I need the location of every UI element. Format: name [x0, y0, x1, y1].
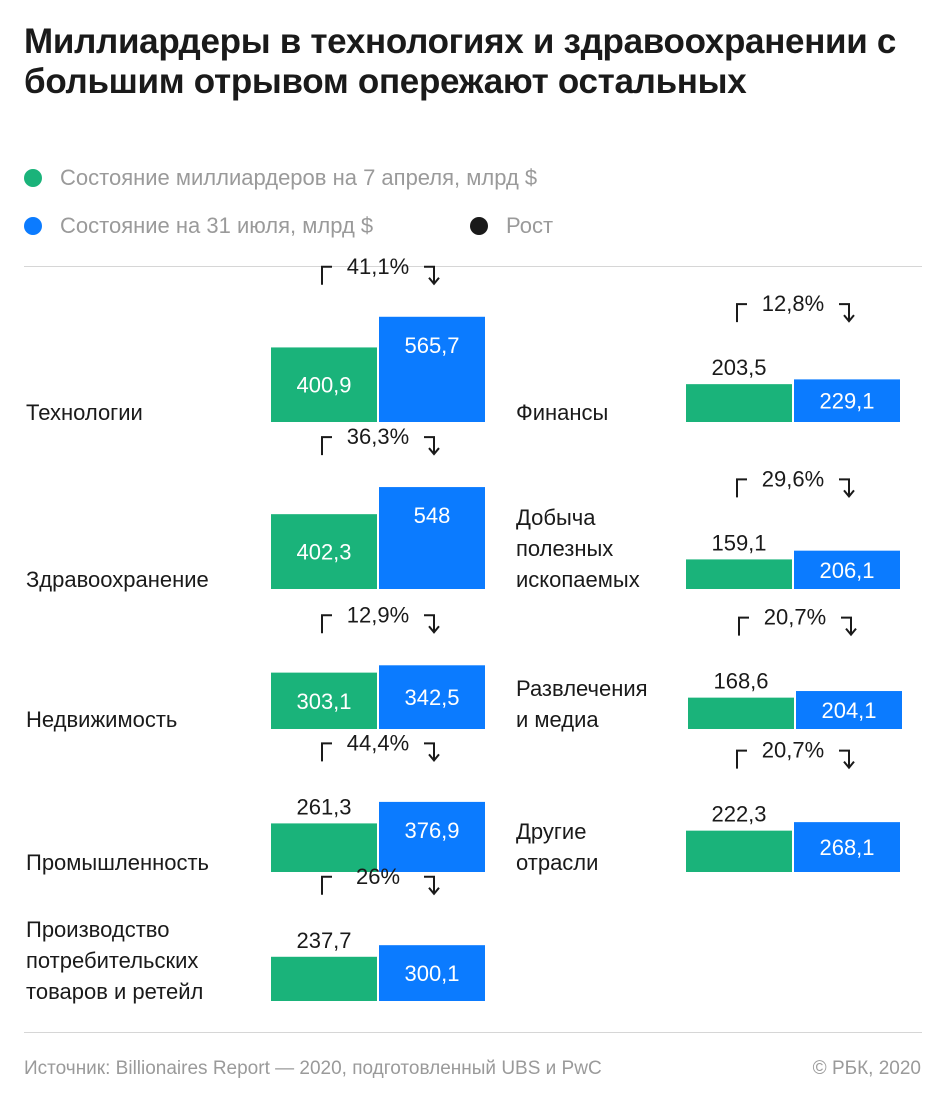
growth-arrow-недвижимость: [424, 614, 440, 634]
value-label-april-развлечения-и-медиа: 168,6: [713, 669, 768, 694]
category-label-недвижимость-line-1: Недвижимость: [26, 707, 177, 732]
growth-label-технологии: 41,1%: [347, 254, 409, 279]
value-label-july-промышленность: 376,9: [404, 818, 459, 843]
copyright-note: © РБК, 2020: [812, 1058, 921, 1079]
value-label-july-недвижимость: 342,5: [404, 685, 459, 710]
bar-july-производство-потребительских-товаров-и-ретейл: [379, 945, 485, 1001]
category-label-добыча-полезных-ископаемых-line-2: полезных: [516, 536, 613, 561]
bar-april-финансы: [686, 384, 792, 422]
growth-label-здравоохранение: 36,3%: [347, 424, 409, 449]
value-label-april-другие-отрасли: 222,3: [711, 802, 766, 827]
growth-arrow-другие-отрасли: [839, 749, 855, 770]
bar-july-технологии: [379, 316, 485, 422]
bar-april-промышленность: [271, 823, 377, 872]
category-label-развлечения-и-медиа-line-2: и медиа: [516, 707, 599, 732]
growth-bracket-left-промышленность: [321, 742, 332, 762]
bar-july-здравоохранение: [379, 487, 485, 589]
growth-label-добыча-полезных-ископаемых: 29,6%: [762, 466, 824, 491]
value-label-july-здравоохранение: 548: [414, 503, 451, 528]
growth-arrow-добыча-полезных-ископаемых: [839, 478, 855, 498]
growth-bracket-left-другие-отрасли: [736, 749, 747, 769]
growth-label-финансы: 12,8%: [762, 291, 824, 316]
value-label-april-добыча-полезных-ископаемых: 159,1: [711, 530, 766, 555]
growth-label-другие-отрасли: 20,7%: [762, 738, 824, 763]
bar-april-другие-отрасли: [686, 830, 792, 872]
bar-july-финансы: [794, 379, 900, 422]
growth-arrow-развлечения-и-медиа: [841, 616, 857, 637]
growth-arrow-промышленность: [424, 742, 440, 762]
value-label-april-финансы: 203,5: [711, 355, 766, 380]
category-label-развлечения-и-медиа-line-1: Развлечения: [516, 676, 648, 701]
bar-april-технологии: [271, 347, 377, 422]
legend-dot-growth: [470, 217, 488, 235]
category-label-технологии-line-1: Технологии: [26, 400, 143, 425]
growth-label-развлечения-и-медиа: 20,7%: [764, 605, 826, 630]
category-label-финансы-line-1: Финансы: [516, 400, 608, 425]
growth-arrow-технологии: [424, 265, 440, 286]
growth-label-промышленность: 44,4%: [347, 730, 409, 755]
value-label-july-финансы: 229,1: [819, 389, 874, 414]
value-label-july-производство-потребительских-товаров-и-ретейл: 300,1: [404, 961, 459, 986]
legend-item-growth: Рост: [470, 211, 553, 241]
source-note: Источник: Billionaires Report — 2020, по…: [24, 1058, 602, 1079]
value-label-july-добыча-полезных-ископаемых: 206,1: [819, 558, 874, 583]
legend-item-july: Состояние на 31 июля, млрд $: [24, 211, 373, 241]
bar-april-недвижимость: [271, 672, 377, 729]
value-label-july-технологии: 565,7: [404, 333, 459, 358]
value-label-july-другие-отрасли: 268,1: [819, 835, 874, 860]
category-label-другие-отрасли-line-2: отрасли: [516, 850, 598, 875]
category-label-производство-потребительских-товаров-и-ретейл-line-3: товаров и ретейл: [26, 979, 203, 1004]
category-label-добыча-полезных-ископаемых-line-3: ископаемых: [516, 567, 640, 592]
growth-arrow-финансы: [839, 303, 855, 323]
legend-dot-april: [24, 169, 42, 187]
category-label-производство-потребительских-товаров-и-ретейл-line-2: потребительских: [26, 948, 198, 973]
growth-bracket-left-недвижимость: [321, 614, 332, 634]
value-label-april-производство-потребительских-товаров-и-ретейл: 237,7: [296, 928, 351, 953]
chart-title: Миллиардеры в технологиях и здравоохране…: [24, 22, 897, 101]
bar-april-производство-потребительских-товаров-и-ретейл: [271, 956, 377, 1001]
top-divider: [24, 266, 922, 267]
legend-item-april: Состояние миллиардеров на 7 апреля, млрд…: [24, 163, 537, 193]
growth-bracket-left-развлечения-и-медиа: [738, 616, 749, 636]
bar-july-другие-отрасли: [794, 822, 900, 872]
category-label-производство-потребительских-товаров-и-ретейл-line-1: Производство: [26, 917, 169, 942]
growth-bracket-left-здравоохранение: [321, 436, 332, 456]
growth-bracket-left-производство-потребительских-товаров-и-ретейл: [321, 875, 332, 895]
bar-july-промышленность: [379, 801, 485, 872]
category-label-другие-отрасли-line-1: Другие: [516, 819, 586, 844]
category-label-добыча-полезных-ископаемых-line-1: Добыча: [516, 505, 596, 530]
legend-label-growth: Рост: [506, 213, 554, 238]
value-label-july-развлечения-и-медиа: 204,1: [821, 698, 876, 723]
growth-label-производство-потребительских-товаров-и-ретейл: 26%: [356, 864, 400, 889]
bottom-divider: [24, 1032, 922, 1033]
bar-april-добыча-полезных-ископаемых: [686, 559, 792, 589]
growth-arrow-производство-потребительских-товаров-и-ретейл: [424, 875, 440, 896]
growth-label-недвижимость: 12,9%: [347, 602, 409, 627]
bar-july-недвижимость: [379, 665, 485, 729]
legend-label-april: Состояние миллиардеров на 7 апреля, млрд…: [60, 165, 538, 190]
growth-bracket-left-финансы: [736, 303, 747, 323]
bar-april-развлечения-и-медиа: [688, 697, 794, 729]
growth-bracket-left-технологии: [321, 265, 332, 285]
bar-july-развлечения-и-медиа: [796, 691, 902, 729]
bar-april-здравоохранение: [271, 514, 377, 589]
value-label-april-недвижимость: 303,1: [296, 689, 351, 714]
category-label-здравоохранение-line-1: Здравоохранение: [26, 567, 209, 592]
growth-bracket-left-добыча-полезных-ископаемых: [736, 478, 747, 498]
bar-july-добыча-полезных-ископаемых: [794, 550, 900, 589]
legend-label-july: Состояние на 31 июля, млрд $: [60, 213, 374, 238]
legend-dot-july: [24, 217, 42, 235]
category-label-промышленность-line-1: Промышленность: [26, 850, 209, 875]
value-label-april-промышленность: 261,3: [296, 794, 351, 819]
growth-arrow-здравоохранение: [424, 436, 440, 456]
value-label-april-технологии: 400,9: [296, 373, 351, 398]
value-label-april-здравоохранение: 402,3: [296, 540, 351, 565]
